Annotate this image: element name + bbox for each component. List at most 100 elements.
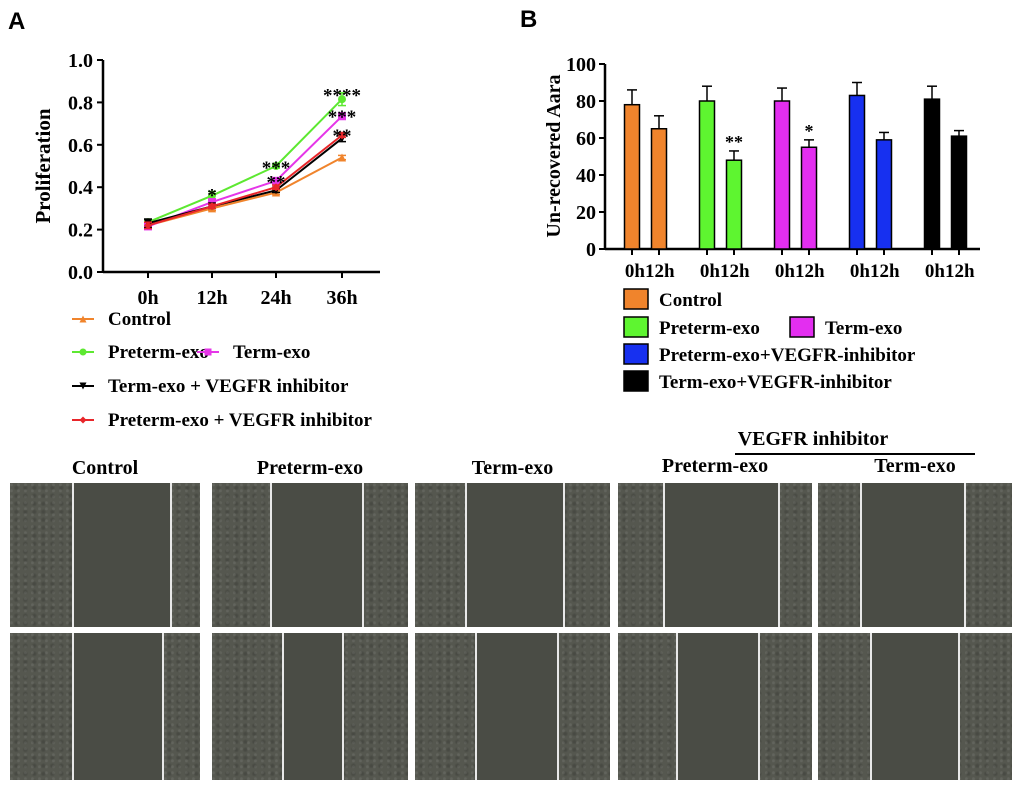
data-point [272,183,280,192]
group-label: VEGFR inhibitor [737,428,889,450]
scratch-edge-line [964,483,966,627]
y-tick-label: 0.0 [68,262,93,284]
legend-marker [79,348,87,356]
legend-swatch [789,316,815,338]
scratch-gap [676,633,758,780]
micrograph-image [10,633,200,780]
micrograph-image [212,483,408,627]
scratch-edge-line [557,633,559,780]
x-tick-label: 36h [326,287,357,309]
y-tick-label: 80 [576,91,596,113]
bar [725,159,743,250]
bar [773,100,791,250]
column-label: Term-exo [874,455,956,477]
legend-label: Control [659,290,722,311]
panel-label-a: A [8,8,26,35]
y-tick-label: 20 [576,202,596,224]
significance-marker: *** [328,107,357,128]
scratch-gap [465,483,563,627]
x-tick-label: 12h [795,261,825,282]
scratch-gap [72,633,162,780]
legend-swatch [623,370,649,392]
bar [875,139,893,250]
y-tick-label: 40 [576,165,596,187]
x-tick-label: 0h [137,287,158,309]
series-line [147,137,343,225]
y-tick-label: 0.8 [68,92,93,114]
y-tick-label: 0.6 [68,135,93,157]
scratch-edge-line [758,633,760,780]
micrograph-image [618,633,812,780]
column-label: Preterm-exo [256,457,364,479]
x-tick-label: 12h [720,261,750,282]
micrograph-image [10,483,200,627]
significance-marker: ** [267,173,286,194]
bar [623,103,641,250]
column-label: Control [71,457,139,479]
data-point [144,221,152,230]
bar [650,128,668,250]
micrograph-image [212,633,408,780]
x-tick-label: 0h [925,261,946,282]
data-point [338,131,346,140]
column-label: Term-exo [471,457,554,479]
micrograph-image [415,483,610,627]
scratch-edge-line [663,483,665,627]
significance-marker: ** [333,126,352,147]
data-point [208,191,216,200]
legend-marker [204,348,212,356]
series-line [147,98,343,224]
x-tick-label: 0h [625,261,646,282]
bar [800,146,818,250]
y-tick-label: 0.2 [68,220,93,242]
micrograph-image [415,633,610,780]
significance-marker: *** [262,158,291,179]
bar [698,100,716,250]
charts: 0.00.20.40.60.81.00h 12h 24h 36hProliferati… [31,50,980,431]
y-tick-label: 0.4 [68,177,93,199]
scratch-gap [282,633,342,780]
bar [923,98,941,250]
y-tick-label: 60 [576,128,596,150]
scratch-edge-line [778,483,780,627]
legend-label: Preterm-exo+VEGFR-inhibitor [659,345,916,366]
legend-swatch [623,316,649,338]
data-point [338,112,346,121]
legend-label: Term-exo+VEGFR-inhibitor [659,372,892,393]
micrograph-image [818,633,1012,780]
data-point [338,95,346,104]
scratch-gap [475,633,557,780]
scratch-edge-line [958,633,960,780]
scratch-edge-line [870,633,872,780]
series-line [147,134,343,227]
x-tick-label: 12h [645,261,675,282]
scratch-edge-line [170,483,172,627]
x-tick-label: 0h [700,261,721,282]
legend-label: Preterm-exo + VEGFR inhibitor [108,410,373,431]
scratch-edge-line [362,483,364,627]
micrograph-image [618,483,812,627]
scratch-edge-line [563,483,565,627]
x-tick-label: 0h [775,261,796,282]
scratch-edge-line [162,633,164,780]
data-point [208,202,216,211]
y-tick-label: 1.0 [68,50,93,72]
y-axis-label: Proliferation [31,108,55,223]
legend-marker [79,416,87,424]
scratch-edge-line [676,633,678,780]
x-tick-label: 12h [945,261,975,282]
scratch-edge-line [72,483,74,627]
significance-marker: **** [323,86,361,107]
scratch-edge-line [342,633,344,780]
x-tick-label: 12h [196,287,227,309]
scratch-edge-line [72,633,74,780]
legend-label: Term-exo + VEGFR inhibitor [108,376,349,397]
legend-label: Preterm-exo [108,342,209,363]
scratch-edge-line [270,483,272,627]
group-bracket-line [735,453,975,455]
legend-marker [79,382,87,390]
series-line [147,156,343,227]
data-point [208,198,216,207]
legend-label: Term-exo [233,342,310,363]
scratch-gap [72,483,170,627]
